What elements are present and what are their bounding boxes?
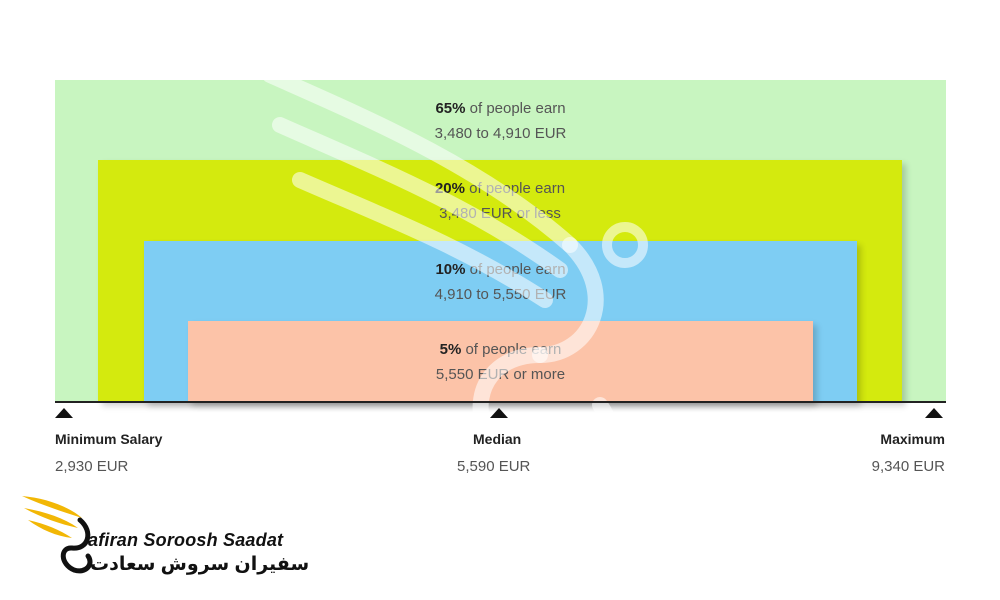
- band-10-percent: 10%: [435, 261, 466, 278]
- min-label: Minimum Salary: [55, 431, 163, 447]
- max-value: 9,340 EUR: [871, 458, 945, 475]
- band-65-percent: 65%: [435, 100, 466, 117]
- logo-persian-text: سفیران سروش سعادت: [90, 554, 310, 575]
- median-label: Median: [473, 431, 522, 447]
- min-value: 2,930 EUR: [55, 458, 129, 475]
- median-marker-icon: [490, 408, 508, 418]
- min-marker-icon: [55, 408, 73, 418]
- logo-english-text: afiran Soroosh Saadat: [88, 530, 284, 550]
- max-marker-icon: [925, 408, 943, 418]
- watermark-swan-icon: [262, 67, 648, 483]
- axis-line: [55, 401, 946, 403]
- logo-wing-icon: [22, 496, 93, 574]
- band-65-label: 65% of people earn 3,480 to 4,910 EUR: [55, 96, 946, 146]
- band-5-percent: 5%: [439, 341, 462, 358]
- median-value: 5,590 EUR: [457, 458, 531, 475]
- max-label: Maximum: [880, 431, 945, 447]
- band-65-text: of people earn: [465, 100, 566, 117]
- band-65-range: 3,480 to 4,910 EUR: [434, 125, 567, 142]
